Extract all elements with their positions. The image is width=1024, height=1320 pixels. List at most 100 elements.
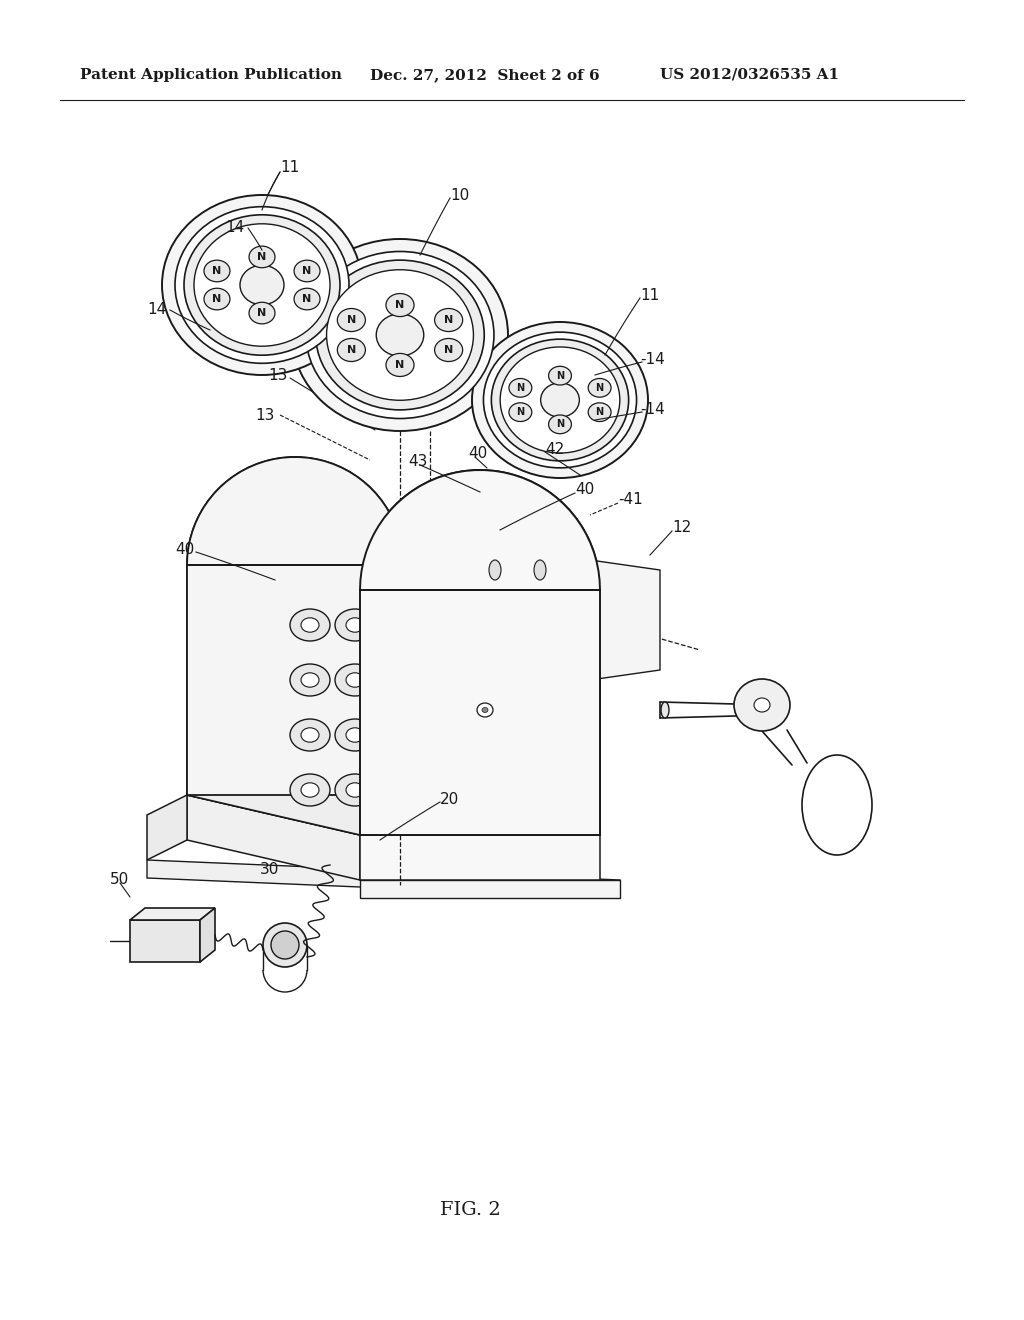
Ellipse shape — [734, 678, 790, 731]
Ellipse shape — [184, 215, 340, 355]
Ellipse shape — [456, 783, 474, 797]
Ellipse shape — [301, 783, 319, 797]
Polygon shape — [130, 920, 200, 962]
Text: N: N — [302, 294, 311, 304]
Text: N: N — [212, 294, 221, 304]
Ellipse shape — [411, 727, 429, 742]
Ellipse shape — [588, 403, 611, 421]
Text: 20: 20 — [440, 792, 459, 808]
Ellipse shape — [294, 260, 321, 281]
Ellipse shape — [477, 704, 493, 717]
Ellipse shape — [386, 354, 414, 376]
Text: Patent Application Publication: Patent Application Publication — [80, 69, 342, 82]
Polygon shape — [187, 795, 360, 880]
Polygon shape — [187, 565, 360, 836]
Ellipse shape — [290, 664, 330, 696]
Text: N: N — [516, 383, 524, 393]
Ellipse shape — [249, 302, 275, 323]
Text: 42: 42 — [545, 442, 564, 458]
Text: 50: 50 — [110, 873, 129, 887]
Ellipse shape — [337, 338, 366, 362]
Text: N: N — [444, 315, 454, 325]
Polygon shape — [200, 908, 215, 962]
Text: N: N — [556, 420, 564, 429]
Polygon shape — [187, 565, 403, 795]
Ellipse shape — [204, 260, 230, 281]
Text: 14: 14 — [147, 302, 167, 318]
Ellipse shape — [301, 673, 319, 688]
Ellipse shape — [445, 774, 485, 807]
Ellipse shape — [456, 673, 474, 688]
Text: N: N — [257, 252, 266, 261]
Ellipse shape — [335, 609, 375, 642]
Ellipse shape — [754, 698, 770, 711]
Ellipse shape — [549, 367, 571, 385]
Ellipse shape — [346, 727, 364, 742]
Polygon shape — [590, 560, 660, 680]
Ellipse shape — [549, 414, 571, 434]
Polygon shape — [147, 795, 187, 861]
Ellipse shape — [175, 207, 349, 363]
Ellipse shape — [376, 314, 424, 356]
Text: -14: -14 — [640, 352, 665, 367]
Polygon shape — [187, 795, 600, 836]
Ellipse shape — [434, 338, 463, 362]
Ellipse shape — [400, 609, 440, 642]
Ellipse shape — [290, 774, 330, 807]
Text: N: N — [444, 345, 454, 355]
Text: 13: 13 — [268, 367, 288, 383]
Ellipse shape — [500, 347, 620, 453]
Text: FIG. 2: FIG. 2 — [439, 1201, 501, 1218]
Ellipse shape — [335, 719, 375, 751]
Text: N: N — [395, 360, 404, 370]
Ellipse shape — [306, 252, 494, 418]
Text: N: N — [395, 300, 404, 310]
Ellipse shape — [386, 293, 414, 317]
Text: US 2012/0326535 A1: US 2012/0326535 A1 — [660, 69, 839, 82]
Ellipse shape — [301, 618, 319, 632]
Text: N: N — [302, 265, 311, 276]
Ellipse shape — [335, 774, 375, 807]
Text: 14: 14 — [225, 220, 245, 235]
Ellipse shape — [541, 383, 580, 417]
Ellipse shape — [204, 288, 230, 310]
Polygon shape — [187, 457, 403, 565]
Ellipse shape — [337, 309, 366, 331]
Ellipse shape — [271, 931, 299, 960]
Text: 11: 11 — [640, 288, 659, 302]
Ellipse shape — [411, 783, 429, 797]
Ellipse shape — [290, 609, 330, 642]
Text: 13: 13 — [256, 408, 275, 422]
Ellipse shape — [411, 618, 429, 632]
Ellipse shape — [445, 719, 485, 751]
Ellipse shape — [492, 339, 629, 461]
Ellipse shape — [482, 708, 488, 713]
Ellipse shape — [400, 774, 440, 807]
Ellipse shape — [346, 618, 364, 632]
Text: N: N — [516, 407, 524, 417]
Ellipse shape — [489, 560, 501, 579]
Ellipse shape — [162, 195, 362, 375]
Ellipse shape — [194, 224, 330, 346]
Ellipse shape — [294, 288, 321, 310]
Text: 40: 40 — [175, 543, 195, 557]
Ellipse shape — [263, 923, 307, 968]
Text: -41: -41 — [618, 492, 643, 507]
Ellipse shape — [445, 609, 485, 642]
Ellipse shape — [400, 664, 440, 696]
Text: 12: 12 — [672, 520, 691, 536]
Ellipse shape — [292, 239, 508, 432]
Polygon shape — [360, 590, 600, 836]
Ellipse shape — [301, 727, 319, 742]
Text: N: N — [347, 315, 356, 325]
Text: 40: 40 — [575, 483, 594, 498]
Text: 30: 30 — [260, 862, 280, 878]
Text: Dec. 27, 2012  Sheet 2 of 6: Dec. 27, 2012 Sheet 2 of 6 — [370, 69, 600, 82]
Ellipse shape — [315, 260, 484, 411]
Polygon shape — [130, 908, 215, 920]
Ellipse shape — [411, 673, 429, 688]
Polygon shape — [360, 880, 620, 898]
Text: N: N — [596, 407, 604, 417]
Ellipse shape — [327, 269, 473, 400]
Text: 11: 11 — [281, 161, 300, 176]
